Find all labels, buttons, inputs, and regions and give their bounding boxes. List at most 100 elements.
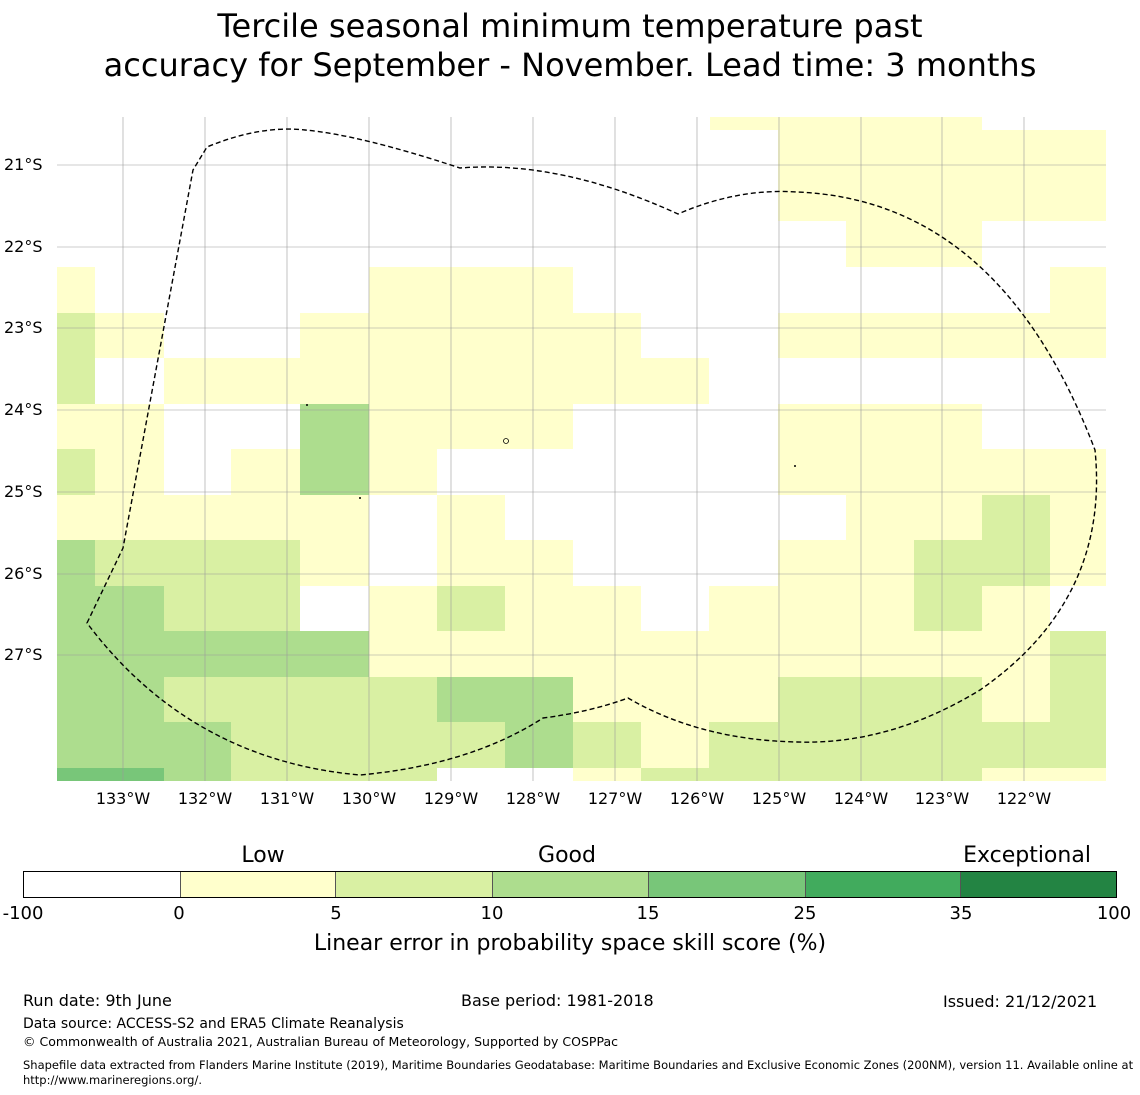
skill-cell <box>1050 267 1106 313</box>
skill-cell <box>57 449 95 495</box>
lon-label: 127°W <box>587 789 643 808</box>
skill-cell <box>231 722 505 768</box>
skill-cells <box>57 117 1106 781</box>
colorbar-tick: 35 <box>949 903 973 924</box>
lon-label: 129°W <box>423 789 479 808</box>
skill-cell <box>300 540 369 586</box>
shapefile-credit: Shapefile data extracted from Flanders M… <box>23 1058 1134 1087</box>
lon-label: 123°W <box>914 789 970 808</box>
skill-cell <box>1050 540 1106 586</box>
skill-cell <box>778 449 846 495</box>
skill-cell <box>982 586 1050 631</box>
skill-cell <box>778 117 982 130</box>
skill-cell <box>505 722 573 768</box>
lat-label: 22°S <box>4 237 43 256</box>
skill-cell <box>57 768 164 781</box>
skill-cell <box>914 586 982 631</box>
skill-cell <box>1050 495 1106 540</box>
skill-cell <box>641 768 982 781</box>
skill-cell <box>57 267 95 313</box>
issued-date: Issued: 21/12/2021 <box>943 992 1098 1011</box>
lon-label: 122°W <box>996 789 1052 808</box>
lon-label: 132°W <box>177 789 233 808</box>
skill-cell <box>231 449 300 495</box>
colorbar-category-low: Low <box>241 843 285 868</box>
skill-cell <box>231 768 300 781</box>
skill-cell <box>710 117 778 130</box>
skill-cell <box>300 313 641 358</box>
skill-cell <box>57 404 164 449</box>
skill-cell <box>573 677 778 722</box>
skill-cell <box>164 358 709 404</box>
lon-label: 125°W <box>751 789 807 808</box>
colorbar-tick: 0 <box>173 903 185 924</box>
skill-cell <box>437 631 505 677</box>
colorbar-tick: 5 <box>330 903 342 924</box>
lon-label: 124°W <box>833 789 889 808</box>
lat-label: 23°S <box>4 318 43 337</box>
skill-cell <box>369 404 573 449</box>
skill-cell <box>57 495 369 540</box>
skill-cell <box>369 449 437 495</box>
island-marker <box>503 438 509 444</box>
skill-cell <box>641 722 709 768</box>
colorbar-segment <box>805 872 962 897</box>
skill-cell <box>573 722 641 768</box>
skill-cell <box>164 768 231 781</box>
copyright-notice: © Commonwealth of Australia 2021, Austra… <box>23 1034 618 1049</box>
island-marker <box>794 465 796 467</box>
lat-label: 27°S <box>4 645 43 664</box>
colorbar-tick: 10 <box>480 903 504 924</box>
skill-cell <box>982 768 1106 781</box>
skill-cell <box>778 540 914 586</box>
skill-cell <box>95 449 164 495</box>
colorbar-segment <box>336 872 494 897</box>
skill-cell <box>300 404 369 495</box>
skill-cell <box>57 677 164 722</box>
skill-cell <box>505 586 641 631</box>
lon-label: 126°W <box>669 789 725 808</box>
eez-boundary <box>86 128 1098 776</box>
colorbar-segment <box>180 872 337 897</box>
map-title-line-1: Tercile seasonal minimum temperature pas… <box>217 7 923 45</box>
colorbar-segment <box>648 872 806 897</box>
skill-cell <box>57 722 231 768</box>
skill-cell <box>437 677 573 722</box>
skill-cell <box>300 768 437 781</box>
skill-cell <box>57 586 164 631</box>
skill-cell <box>57 313 95 404</box>
skill-cell <box>778 404 982 449</box>
island-markers <box>306 404 796 499</box>
skill-cell <box>95 540 300 586</box>
skill-cell <box>709 586 914 631</box>
skill-score-map <box>57 117 1106 781</box>
run-date: Run date: 9th June <box>23 991 172 1010</box>
colorbar-tick: 15 <box>636 903 660 924</box>
skill-cell <box>57 631 369 677</box>
graticule <box>57 117 1106 781</box>
lon-label: 130°W <box>341 789 397 808</box>
skill-cell <box>846 495 982 540</box>
skill-cell <box>164 677 437 722</box>
skill-cell <box>95 313 164 358</box>
skill-cell <box>573 768 641 781</box>
island-marker <box>359 497 361 499</box>
map-title-line-2: accuracy for September - November. Lead … <box>103 46 1037 84</box>
colorbar-label: Linear error in probability space skill … <box>313 931 827 956</box>
data-source: Data source: ACCESS-S2 and ERA5 Climate … <box>23 1016 404 1032</box>
skill-cell <box>164 586 300 631</box>
colorbar-category-good: Good <box>538 843 596 868</box>
skill-cell <box>982 677 1050 722</box>
skill-cell <box>914 540 1050 586</box>
colorbar <box>23 871 1117 898</box>
lon-label: 133°W <box>95 789 151 808</box>
colorbar-tick: 25 <box>793 903 817 924</box>
lat-label: 26°S <box>4 564 43 583</box>
skill-cell <box>57 540 95 586</box>
skill-cell <box>709 722 1106 768</box>
skill-cell <box>846 221 982 267</box>
skill-cell <box>369 267 573 313</box>
lon-label: 128°W <box>505 789 561 808</box>
skill-cell <box>369 586 437 631</box>
skill-cell <box>1050 631 1106 722</box>
